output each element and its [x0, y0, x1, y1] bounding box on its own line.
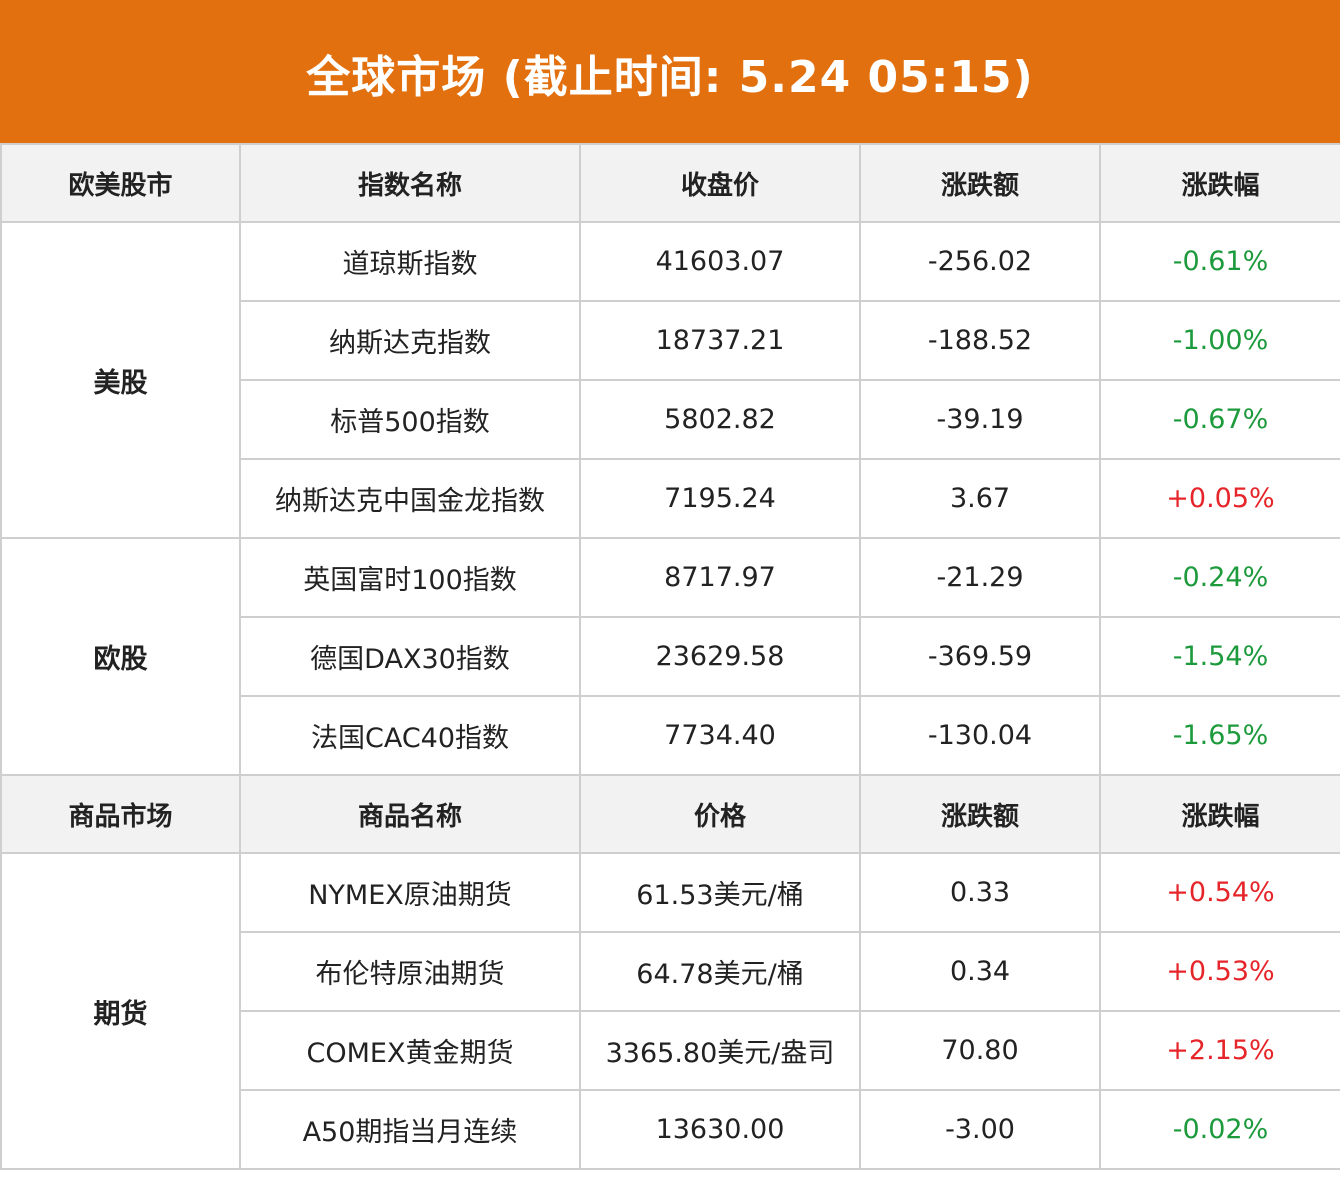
commodity-name: A50期指当月连续 — [239, 1089, 581, 1170]
index-name: 英国富时100指数 — [239, 537, 581, 618]
change-amount: -130.04 — [859, 695, 1101, 776]
commodity-price: 3365.80美元/盎司 — [579, 1010, 861, 1091]
header-cell: 涨跌额 — [859, 774, 1101, 854]
close-price: 8717.97 — [579, 537, 861, 618]
change-percent: +0.54% — [1099, 852, 1340, 933]
header-cell: 收盘价 — [579, 143, 861, 223]
table-row: 德国DAX30指数 23629.58 -369.59 -1.54% — [1, 616, 1340, 697]
change-amount: -21.29 — [859, 537, 1101, 618]
header-cell: 指数名称 — [239, 143, 581, 223]
change-percent: +2.15% — [1099, 1010, 1340, 1091]
change-amount: -3.00 — [859, 1089, 1101, 1170]
change-amount: -188.52 — [859, 300, 1101, 381]
change-amount: -256.02 — [859, 221, 1101, 302]
table-row: 标普500指数 5802.82 -39.19 -0.67% — [1, 379, 1340, 460]
table-row: 纳斯达克指数 18737.21 -188.52 -1.00% — [1, 300, 1340, 381]
header-cell: 涨跌幅 — [1099, 774, 1340, 854]
stock-header-row: 欧美股市 指数名称 收盘价 涨跌额 涨跌幅 — [0, 143, 1340, 223]
commodity-price: 13630.00 — [579, 1089, 861, 1170]
group-label-futures: 期货 — [0, 852, 241, 1170]
change-percent: -1.54% — [1099, 616, 1340, 697]
title-banner: 全球市场 (截止时间: 5.24 05:15) — [0, 0, 1340, 145]
close-price: 7734.40 — [579, 695, 861, 776]
table-row: 法国CAC40指数 7734.40 -130.04 -1.65% — [1, 695, 1340, 776]
commodity-header-row: 商品市场 商品名称 价格 涨跌额 涨跌幅 — [0, 774, 1340, 854]
header-cell: 商品市场 — [0, 774, 241, 854]
index-name: 德国DAX30指数 — [239, 616, 581, 697]
market-table: 欧美股市 指数名称 收盘价 涨跌额 涨跌幅 美股 道琼斯指数 41603.07 … — [0, 143, 1340, 1170]
table-row: 纳斯达克中国金龙指数 7195.24 3.67 +0.05% — [1, 458, 1340, 539]
commodity-name: COMEX黄金期货 — [239, 1010, 581, 1091]
table-row: COMEX黄金期货 3365.80美元/盎司 70.80 +2.15% — [1, 1010, 1340, 1091]
market-table-body: 欧美股市 指数名称 收盘价 涨跌额 涨跌幅 美股 道琼斯指数 41603.07 … — [0, 143, 1340, 1170]
close-price: 41603.07 — [579, 221, 861, 302]
table-row: 美股 道琼斯指数 41603.07 -256.02 -0.61% — [0, 221, 1340, 539]
close-price: 7195.24 — [579, 458, 861, 539]
header-cell: 欧美股市 — [0, 143, 241, 223]
header-cell: 涨跌额 — [859, 143, 1101, 223]
change-percent: -0.67% — [1099, 379, 1340, 460]
table-row: A50期指当月连续 13630.00 -3.00 -0.02% — [1, 1089, 1340, 1170]
group-label-us: 美股 — [0, 221, 241, 539]
header-cell: 价格 — [579, 774, 861, 854]
header-cell: 商品名称 — [239, 774, 581, 854]
change-amount: 3.67 — [859, 458, 1101, 539]
index-name: 纳斯达克指数 — [239, 300, 581, 381]
close-price: 18737.21 — [579, 300, 861, 381]
change-percent: -0.02% — [1099, 1089, 1340, 1170]
table-row: 期货 NYMEX原油期货 61.53美元/桶 0.33 +0.54% — [0, 852, 1340, 1170]
page-title: 全球市场 (截止时间: 5.24 05:15) — [306, 51, 1034, 103]
commodity-price: 61.53美元/桶 — [579, 852, 861, 933]
change-amount: -369.59 — [859, 616, 1101, 697]
header-cell: 涨跌幅 — [1099, 143, 1340, 223]
close-price: 23629.58 — [579, 616, 861, 697]
group-label-eu: 欧股 — [0, 537, 241, 776]
close-price: 5802.82 — [579, 379, 861, 460]
commodity-name: 布伦特原油期货 — [239, 931, 581, 1012]
change-percent: -1.00% — [1099, 300, 1340, 381]
commodity-price: 64.78美元/桶 — [579, 931, 861, 1012]
change-amount: 0.33 — [859, 852, 1101, 933]
change-percent: -1.65% — [1099, 695, 1340, 776]
change-amount: -39.19 — [859, 379, 1101, 460]
change-amount: 0.34 — [859, 931, 1101, 1012]
change-amount: 70.80 — [859, 1010, 1101, 1091]
change-percent: +0.05% — [1099, 458, 1340, 539]
change-percent: -0.24% — [1099, 537, 1340, 618]
index-name: 标普500指数 — [239, 379, 581, 460]
change-percent: -0.61% — [1099, 221, 1340, 302]
commodity-name: NYMEX原油期货 — [239, 852, 581, 933]
index-name: 纳斯达克中国金龙指数 — [239, 458, 581, 539]
index-name: 道琼斯指数 — [239, 221, 581, 302]
table-row: 欧股 英国富时100指数 8717.97 -21.29 -0.24% — [0, 537, 1340, 776]
table-row: 布伦特原油期货 64.78美元/桶 0.34 +0.53% — [1, 931, 1340, 1012]
index-name: 法国CAC40指数 — [239, 695, 581, 776]
change-percent: +0.53% — [1099, 931, 1340, 1012]
